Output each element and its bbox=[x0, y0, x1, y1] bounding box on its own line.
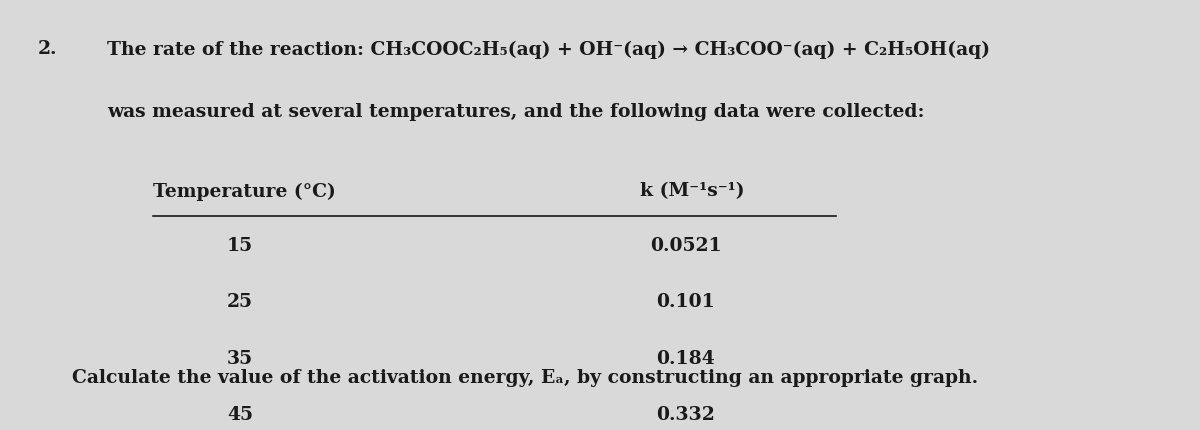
Text: was measured at several temperatures, and the following data were collected:: was measured at several temperatures, an… bbox=[107, 103, 924, 121]
Text: 0.101: 0.101 bbox=[656, 293, 715, 311]
Text: 15: 15 bbox=[227, 237, 253, 255]
Text: The rate of the reaction: CH₃COOC₂H₅(aq) + OH⁻(aq) → CH₃COO⁻(aq) + C₂H₅OH(aq): The rate of the reaction: CH₃COOC₂H₅(aq)… bbox=[107, 40, 990, 58]
Text: 25: 25 bbox=[227, 293, 253, 311]
Text: 0.0521: 0.0521 bbox=[650, 237, 721, 255]
Text: 2.: 2. bbox=[37, 40, 58, 58]
Text: Calculate the value of the activation energy, Eₐ, by constructing an appropriate: Calculate the value of the activation en… bbox=[72, 369, 978, 387]
Text: 0.184: 0.184 bbox=[656, 350, 715, 368]
Text: Temperature (°C): Temperature (°C) bbox=[154, 182, 336, 201]
Text: 35: 35 bbox=[227, 350, 253, 368]
Text: 45: 45 bbox=[227, 406, 253, 424]
Text: k (M⁻¹s⁻¹): k (M⁻¹s⁻¹) bbox=[640, 182, 744, 200]
Text: 0.332: 0.332 bbox=[656, 406, 715, 424]
